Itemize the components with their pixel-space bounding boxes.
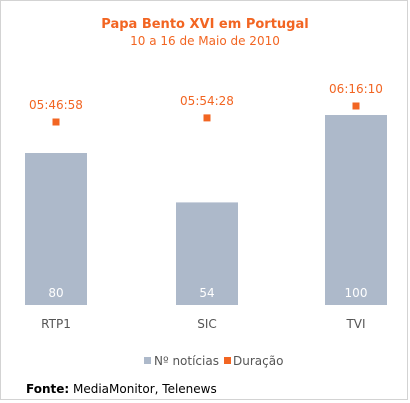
legend-swatch-duration bbox=[224, 357, 231, 364]
chart-subtitle: 10 a 16 de Maio de 2010 bbox=[130, 34, 280, 48]
duration-label-sic: 05:54:28 bbox=[180, 94, 234, 108]
duration-label-rtp1: 05:46:58 bbox=[29, 98, 83, 112]
legend-label-news: Nº notícias bbox=[154, 354, 219, 368]
bar-sic bbox=[176, 202, 238, 305]
bar-value-rtp1: 80 bbox=[48, 286, 63, 300]
legend-label-duration: Duração bbox=[233, 354, 283, 368]
category-label-rtp1: RTP1 bbox=[41, 317, 71, 331]
duration-marker-tvi bbox=[352, 102, 360, 110]
duration-marker-sic bbox=[203, 114, 211, 122]
bar-value-tvi: 100 bbox=[345, 286, 368, 300]
duration-label-tvi: 06:16:10 bbox=[329, 82, 383, 96]
category-label-tvi: TVI bbox=[345, 317, 365, 331]
legend-swatch-news bbox=[144, 357, 151, 364]
bar-tvi bbox=[325, 115, 387, 305]
chart-title: Papa Bento XVI em Portugal bbox=[101, 17, 308, 32]
bar-value-sic: 54 bbox=[199, 286, 214, 300]
duration-marker-rtp1 bbox=[52, 118, 60, 126]
source-note: Fonte: MediaMonitor, Telenews bbox=[26, 382, 217, 396]
source-label: Fonte: bbox=[26, 382, 69, 396]
bar-rtp1 bbox=[25, 153, 87, 305]
chart-marks: 80 RTP1 05:46:58 54 SIC 05:54:28 100 TVI 06:16:1… bbox=[25, 82, 387, 331]
legend: Nº notícias Duração bbox=[144, 354, 283, 368]
category-label-sic: SIC bbox=[197, 317, 217, 331]
source-text: MediaMonitor, Telenews bbox=[69, 382, 217, 396]
